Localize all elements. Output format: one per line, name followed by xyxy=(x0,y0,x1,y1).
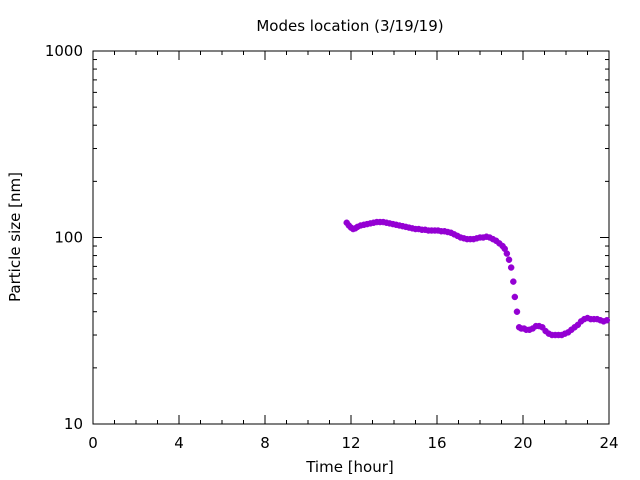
data-point xyxy=(511,293,519,301)
data-point xyxy=(505,256,513,263)
y-tick-label: 1000 xyxy=(45,42,83,60)
x-tick-labels: 0 4 8 12 16 20 24 xyxy=(88,434,618,452)
x-tick-label: 24 xyxy=(599,434,618,452)
x-tick-label: 20 xyxy=(513,434,532,452)
x-tick-label: 0 xyxy=(88,434,98,452)
x-tick-label: 12 xyxy=(341,434,360,452)
data-point xyxy=(503,250,511,257)
plot-frame xyxy=(92,50,610,425)
y-axis-label: Particle size [nm] xyxy=(6,172,24,302)
y-tick-labels: 10 100 1000 xyxy=(45,42,83,433)
x-tick-label: 4 xyxy=(174,434,184,452)
data-point xyxy=(603,316,611,324)
data-point xyxy=(507,264,515,271)
y-tick-label: 100 xyxy=(54,229,83,247)
data-point xyxy=(513,308,521,315)
data-point xyxy=(510,278,517,285)
axis-ticks xyxy=(92,50,610,425)
y-tick-label: 10 xyxy=(64,415,83,433)
x-tick-label: 16 xyxy=(427,434,446,452)
x-axis-label: Time [hour] xyxy=(305,458,394,476)
data-points xyxy=(343,218,611,339)
chart-title: Modes location (3/19/19) xyxy=(256,17,443,35)
x-tick-label: 8 xyxy=(260,434,270,452)
